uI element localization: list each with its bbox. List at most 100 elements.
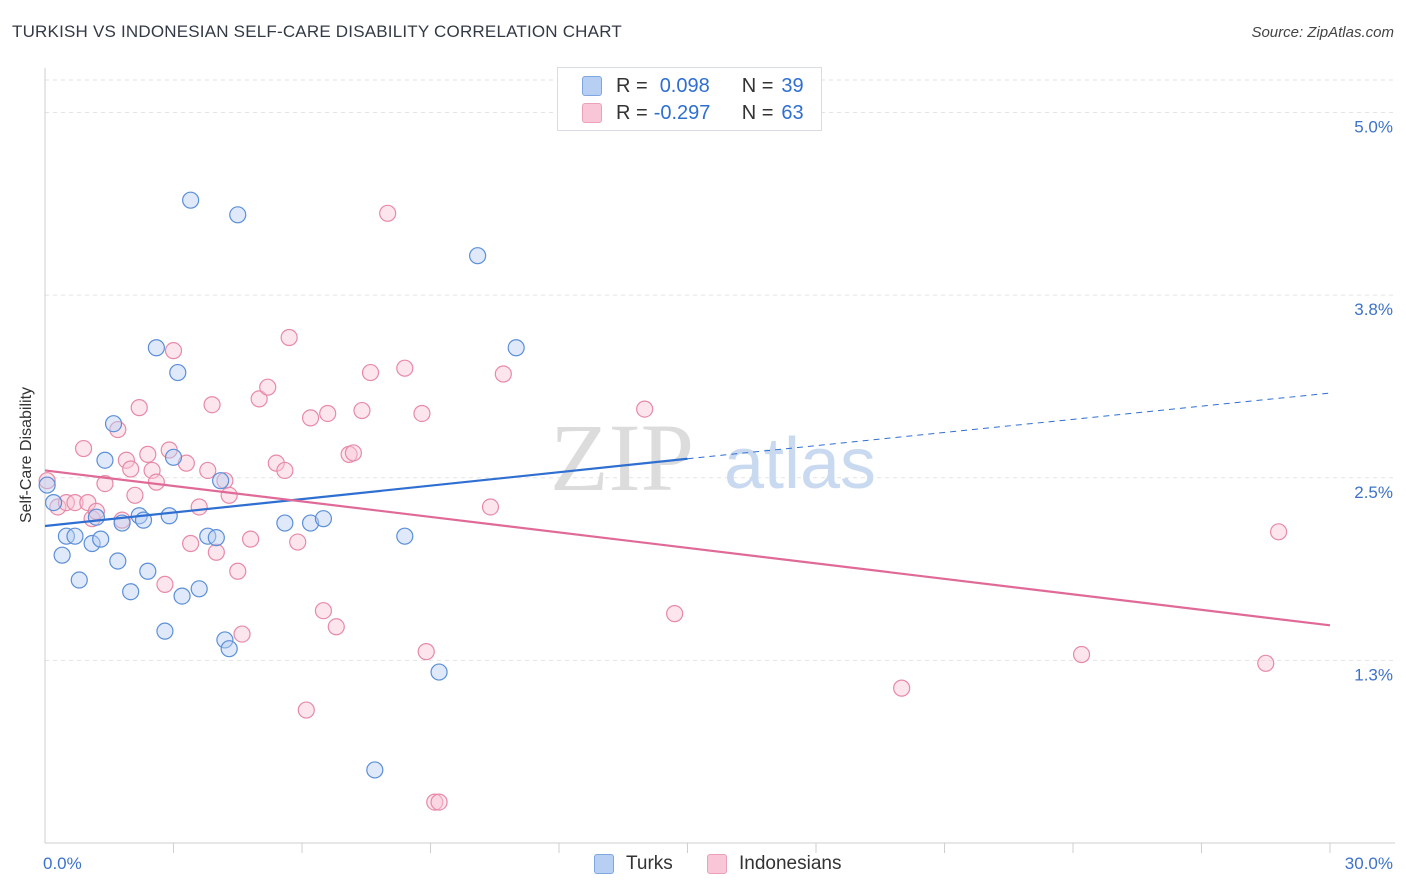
legend-swatch-indonesians	[582, 103, 602, 123]
indonesians-point	[79, 493, 97, 512]
watermark-zip: ZIP	[550, 404, 694, 511]
indonesians-point	[319, 404, 337, 423]
turks-point	[87, 508, 106, 526]
turks-point	[229, 206, 247, 224]
legend-indonesians-r-value: -0.297	[653, 101, 711, 124]
x-tick-label-min: 0.0%	[43, 854, 82, 873]
y-tick-label: 3.8%	[1354, 300, 1393, 319]
turks-point	[169, 363, 187, 382]
indonesians-point	[413, 404, 431, 423]
indonesians-point	[636, 400, 654, 418]
turks-point	[164, 448, 183, 466]
turks-point	[430, 663, 448, 681]
turks-point	[139, 562, 157, 580]
indonesians-point	[199, 461, 217, 480]
turks-point	[212, 472, 230, 490]
indonesians-point	[893, 679, 911, 697]
turks-point	[276, 514, 294, 532]
indonesians-trend-line	[44, 469, 1331, 627]
turks-point	[366, 761, 384, 779]
turks-point	[70, 571, 88, 589]
legend-turks-r-label: R =	[616, 74, 648, 97]
bottom-legend-swatch-turks	[594, 854, 614, 874]
indonesians-point	[417, 643, 435, 661]
legend-row-indonesians: R = -0.297 N = 63	[582, 100, 804, 126]
indonesians-point	[87, 502, 106, 520]
turks-point	[109, 552, 127, 570]
turks-point	[207, 529, 225, 547]
turks-point	[122, 583, 140, 601]
turks-point	[314, 510, 333, 528]
turks-point	[220, 640, 238, 658]
y-tick-label: 2.5%	[1354, 483, 1393, 502]
indonesians-point	[203, 396, 221, 414]
indonesians-point	[280, 328, 298, 347]
indonesians-point	[156, 575, 174, 594]
indonesians-point	[297, 701, 315, 719]
turks-point	[92, 530, 110, 548]
x-tick-label-max: 30.0%	[1345, 854, 1393, 873]
indonesians-point	[289, 533, 307, 551]
turks-point	[156, 622, 174, 640]
indonesians-point	[96, 475, 114, 493]
watermark: ZIP atlas	[550, 404, 876, 511]
indonesians-point	[1269, 523, 1288, 541]
turks-trend-extrapolation	[687, 392, 1331, 460]
turks-trend-line	[44, 457, 688, 528]
turks-point	[160, 507, 178, 525]
axes	[44, 68, 1395, 853]
legend-indonesians-r-label: R =	[616, 101, 648, 124]
indonesians-point	[242, 530, 260, 548]
turks-point	[190, 580, 208, 598]
indonesians-point	[396, 359, 414, 377]
indonesians-point	[327, 618, 345, 636]
indonesians-point	[38, 472, 56, 490]
bottom-legend-label-indonesians: Indonesians	[739, 853, 842, 874]
indonesians-point	[314, 602, 333, 620]
indonesians-point	[220, 486, 238, 504]
indonesians-point	[426, 793, 444, 811]
indonesians-point	[139, 445, 157, 463]
turks-point	[199, 527, 217, 545]
bottom-legend-turks: Turks	[594, 852, 673, 876]
legend-turks-n-value: 39	[781, 74, 804, 97]
indonesians-point	[207, 543, 225, 561]
source-label: Source: ZipAtlas.com	[1251, 24, 1394, 41]
indonesians-point	[276, 461, 294, 480]
indonesians-point	[117, 451, 135, 469]
indonesians-point	[379, 204, 397, 222]
indonesians-point	[250, 390, 268, 408]
indonesians-point	[229, 562, 247, 580]
turks-point	[507, 339, 525, 357]
turks-point	[96, 451, 114, 469]
indonesians-point	[1257, 654, 1275, 672]
indonesians-point	[494, 365, 512, 383]
turks-point	[173, 587, 191, 605]
indonesians-point	[1072, 645, 1091, 664]
series-turks-points	[38, 191, 525, 779]
indonesians-point	[182, 534, 200, 553]
indonesians-point	[164, 342, 183, 360]
correlation-legend: R = 0.098 N = 39 R = -0.297 N = 63	[557, 67, 822, 131]
indonesians-point	[353, 401, 371, 420]
indonesians-point	[301, 409, 320, 427]
indonesians-point	[130, 399, 148, 417]
legend-row-turks: R = 0.098 N = 39	[582, 73, 804, 99]
indonesians-point	[233, 625, 251, 643]
turks-point	[83, 534, 101, 553]
grid-lines	[45, 79, 1395, 661]
turks-point	[147, 339, 165, 357]
legend-indonesians-n-label: N =	[741, 101, 774, 124]
indonesians-point	[126, 486, 144, 504]
indonesians-point	[66, 493, 84, 512]
indonesians-point	[361, 363, 380, 382]
legend-swatch-turks	[582, 76, 602, 96]
turks-point	[469, 247, 487, 265]
watermark-atlas: atlas	[724, 424, 876, 504]
turks-point	[104, 415, 123, 433]
legend-turks-n-label: N =	[741, 74, 774, 97]
turks-point	[182, 191, 200, 209]
turks-point	[53, 546, 71, 564]
bottom-legend-indonesians: Indonesians	[707, 852, 841, 876]
